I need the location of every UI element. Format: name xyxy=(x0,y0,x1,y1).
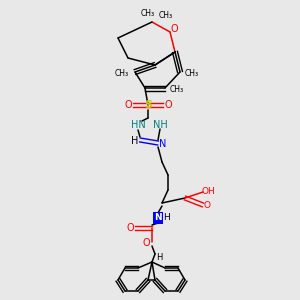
Text: N: N xyxy=(159,139,167,149)
Text: CH₃: CH₃ xyxy=(170,85,184,94)
Text: OH: OH xyxy=(201,187,215,196)
Text: CH₃: CH₃ xyxy=(141,8,155,17)
Text: CH₃: CH₃ xyxy=(115,70,129,79)
Text: N: N xyxy=(154,214,162,223)
Text: S: S xyxy=(144,100,152,110)
Text: H: H xyxy=(131,136,139,146)
Text: HN: HN xyxy=(130,120,146,130)
Text: N: N xyxy=(154,213,162,223)
Text: O: O xyxy=(124,100,132,110)
Text: H: H xyxy=(163,214,170,223)
Text: O: O xyxy=(164,100,172,110)
Text: NH: NH xyxy=(153,120,167,130)
Text: O: O xyxy=(203,202,211,211)
Text: O: O xyxy=(170,24,178,34)
Text: H: H xyxy=(156,254,162,262)
Text: CH₃: CH₃ xyxy=(185,70,199,79)
Text: CH₃: CH₃ xyxy=(159,11,173,20)
Text: O: O xyxy=(126,223,134,233)
Text: O: O xyxy=(142,238,150,248)
